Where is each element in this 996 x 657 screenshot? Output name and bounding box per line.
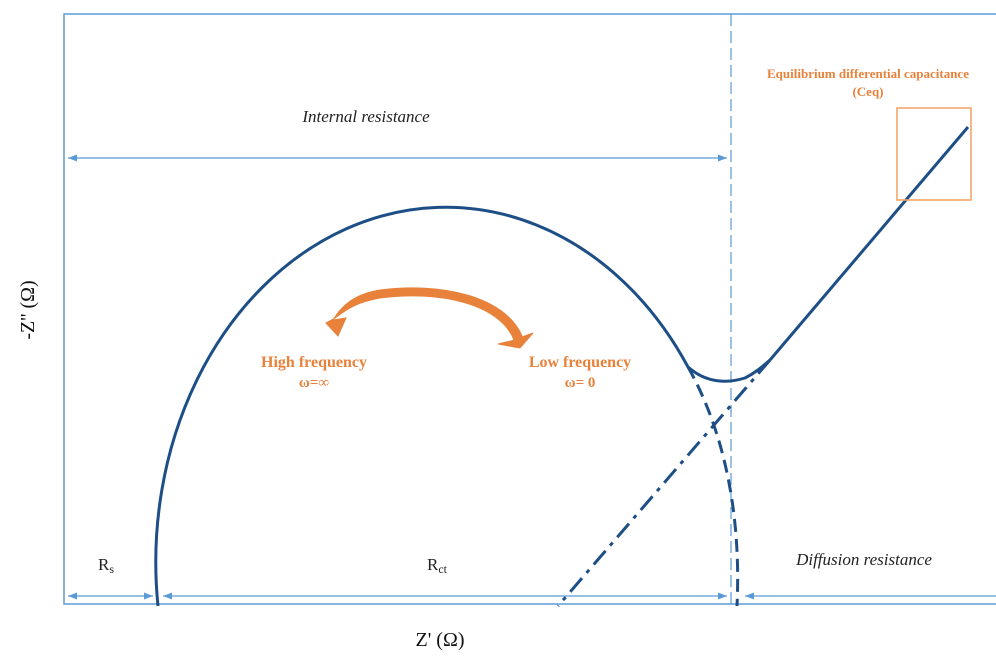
capacitance-label-line1: Equilibrium differential capacitance [767,66,969,81]
omega-symbol: ω [434,285,446,302]
semicircle-extrapolation-dashed [686,366,740,607]
charge-transfer-semicircle [154,205,771,607]
rct-label: Rct [427,555,448,576]
capacitance-highlight-box [896,107,972,201]
capacitance-label-line2: (Ceq) [852,84,883,99]
y-axis-label: -Z'' (Ω) [17,280,39,339]
internal-resistance-label: Internal resistance [301,107,430,126]
plot-frame [63,13,996,605]
high-frequency-value: ω=∞ [299,375,330,391]
x-axis-label: Z' (Ω) [415,629,464,651]
frequency-sweep-arrow [325,287,534,349]
high-frequency-label: High frequency [261,354,367,371]
rs-label: Rs [98,555,114,576]
warburg-diffusion-line [768,126,970,361]
low-frequency-label: Low frequency [529,354,631,371]
diffusion-resistance-label: Diffusion resistance [795,550,932,569]
low-frequency-value: ω= 0 [565,375,596,391]
